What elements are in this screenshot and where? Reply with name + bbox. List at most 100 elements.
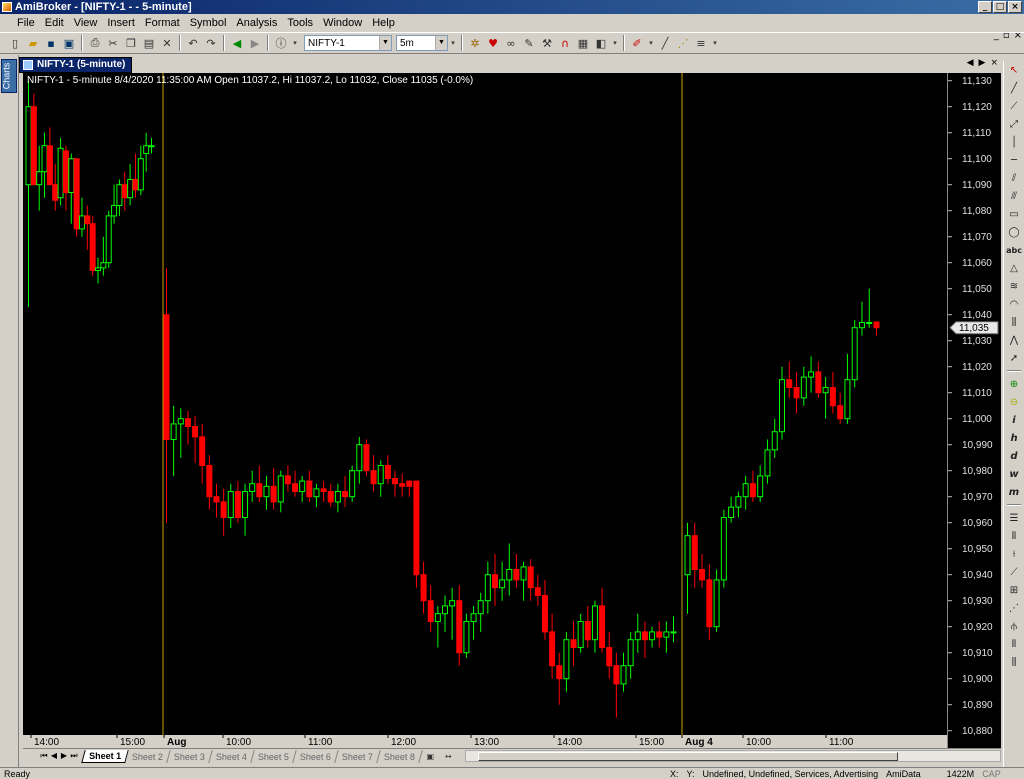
save-all-icon[interactable]: ▣ bbox=[63, 36, 75, 50]
candle[interactable] bbox=[170, 405, 177, 476]
candle[interactable] bbox=[470, 605, 477, 640]
candle[interactable] bbox=[137, 145, 144, 196]
mdi-restore-button[interactable]: ▫ bbox=[1002, 30, 1010, 41]
candle[interactable] bbox=[808, 356, 815, 393]
candle[interactable] bbox=[213, 483, 220, 518]
candle[interactable] bbox=[786, 361, 793, 398]
candle[interactable] bbox=[691, 522, 698, 588]
candle[interactable] bbox=[100, 236, 107, 276]
price-axis[interactable]: 11,130 11,120 11,110 11,100 11,090 11,080 11,0… bbox=[947, 73, 1001, 748]
horizontal-line-icon[interactable]: ─ bbox=[1010, 155, 1018, 166]
sheet-prev-icon[interactable]: ◀ bbox=[50, 751, 58, 760]
candle[interactable] bbox=[613, 652, 620, 718]
candle[interactable] bbox=[41, 132, 48, 198]
candle[interactable] bbox=[463, 613, 470, 658]
candle[interactable] bbox=[656, 621, 663, 648]
candle[interactable] bbox=[121, 171, 128, 211]
lock-icon[interactable]: ▣ bbox=[426, 751, 435, 761]
candle[interactable] bbox=[441, 595, 448, 632]
time-axis[interactable]: 14:00 15:00 Aug 10:00 11:00 12:00 13:00 14:00 15… bbox=[23, 735, 947, 748]
candle[interactable] bbox=[78, 197, 85, 237]
grid-icon[interactable]: ⊞ bbox=[1009, 585, 1019, 596]
sheet-next-icon[interactable]: ▶ bbox=[60, 751, 68, 760]
candle[interactable] bbox=[757, 465, 764, 502]
candle[interactable] bbox=[641, 621, 648, 658]
tab-close-icon[interactable]: × bbox=[990, 58, 998, 68]
candle[interactable] bbox=[851, 319, 858, 388]
candle[interactable] bbox=[779, 366, 785, 440]
candle[interactable] bbox=[449, 587, 456, 640]
candle[interactable] bbox=[192, 416, 199, 463]
candle[interactable] bbox=[764, 439, 771, 484]
candle[interactable] bbox=[599, 587, 606, 653]
candle[interactable] bbox=[406, 480, 413, 497]
menu-analysis[interactable]: Analysis bbox=[236, 17, 278, 29]
candle[interactable] bbox=[670, 616, 677, 643]
candle[interactable] bbox=[570, 621, 577, 666]
interval-m-icon[interactable]: m bbox=[1008, 487, 1020, 498]
interval-i-icon[interactable]: i bbox=[1012, 415, 1016, 426]
scrollbar-thumb[interactable] bbox=[478, 752, 898, 761]
candle[interactable] bbox=[563, 631, 570, 692]
candle[interactable] bbox=[177, 408, 184, 458]
parallel-lines-icon[interactable]: ⫽ bbox=[1011, 173, 1017, 184]
candle[interactable] bbox=[771, 418, 778, 458]
arrow-tool-icon[interactable]: ➚ bbox=[1009, 353, 1019, 364]
gann-lines-icon[interactable]: ⫴ bbox=[1011, 531, 1017, 542]
chevron-down-icon[interactable]: ▼ bbox=[435, 36, 447, 50]
candle[interactable] bbox=[591, 600, 598, 653]
candle[interactable] bbox=[699, 553, 706, 588]
quote-editor-icon[interactable]: ✎ bbox=[524, 36, 534, 50]
candle[interactable] bbox=[506, 543, 513, 596]
candle[interactable] bbox=[844, 353, 851, 424]
menu-format[interactable]: Format bbox=[144, 17, 180, 29]
interval-d-icon[interactable]: d bbox=[1010, 451, 1018, 462]
candlestick-chart[interactable] bbox=[23, 73, 947, 748]
dropdown-arrow-icon[interactable]: ▾ bbox=[451, 39, 455, 47]
candle[interactable] bbox=[62, 145, 69, 211]
candle[interactable] bbox=[363, 439, 370, 476]
candle[interactable] bbox=[815, 361, 822, 398]
candle[interactable] bbox=[663, 621, 670, 653]
candle[interactable] bbox=[68, 153, 75, 224]
candle[interactable] bbox=[220, 488, 227, 536]
candle[interactable] bbox=[52, 163, 59, 211]
sheet-first-icon[interactable]: ⏮ bbox=[40, 751, 48, 760]
text-tool-icon[interactable]: abc bbox=[1006, 246, 1022, 255]
ray-icon[interactable]: ⟋ bbox=[1010, 101, 1018, 112]
mdi-close-button[interactable]: × bbox=[1013, 30, 1022, 41]
candle[interactable] bbox=[499, 561, 506, 601]
menu-symbol[interactable]: Symbol bbox=[189, 17, 227, 29]
gann-fan-icon[interactable]: ⟊ bbox=[1012, 549, 1016, 560]
candle[interactable] bbox=[334, 483, 341, 513]
vertical-line-icon[interactable]: │ bbox=[1010, 137, 1018, 148]
candle[interactable] bbox=[199, 423, 206, 484]
candle[interactable] bbox=[184, 410, 191, 445]
trendline-icon[interactable]: ╱ bbox=[1010, 83, 1018, 94]
extended-line-icon[interactable]: ⤢ bbox=[1010, 119, 1018, 130]
candle[interactable] bbox=[148, 137, 155, 154]
candle[interactable] bbox=[829, 371, 836, 414]
save-icon[interactable]: ▪ bbox=[47, 36, 55, 50]
pen-icon[interactable]: ╱ bbox=[661, 36, 669, 50]
candle[interactable] bbox=[456, 585, 463, 666]
candle[interactable] bbox=[584, 605, 591, 648]
copy-icon[interactable]: ❐ bbox=[126, 36, 136, 50]
candle[interactable] bbox=[263, 475, 270, 510]
sheet-tab-6[interactable]: Sheet 6 bbox=[293, 749, 339, 763]
sheet-last-icon[interactable]: ⏭ bbox=[70, 751, 78, 760]
minimize-button[interactable]: _ bbox=[978, 1, 992, 13]
info-icon[interactable]: ⓘ bbox=[275, 37, 287, 50]
candle[interactable] bbox=[127, 163, 134, 206]
sheet-tab-8[interactable]: Sheet 8 bbox=[377, 749, 423, 763]
layers-icon[interactable]: ◧ bbox=[595, 36, 607, 50]
symbol-combo[interactable]: NIFTY-1 ▼ bbox=[304, 35, 392, 51]
candle[interactable] bbox=[556, 652, 563, 705]
candle[interactable] bbox=[327, 483, 334, 508]
candle[interactable] bbox=[116, 179, 123, 216]
hammer-icon[interactable]: ⚒ bbox=[542, 36, 552, 50]
candle[interactable] bbox=[30, 93, 37, 186]
candle[interactable] bbox=[313, 483, 320, 508]
cycle-lines-icon[interactable]: ⫼ bbox=[1011, 657, 1017, 668]
dropdown-arrow-icon[interactable]: ▾ bbox=[613, 39, 617, 47]
